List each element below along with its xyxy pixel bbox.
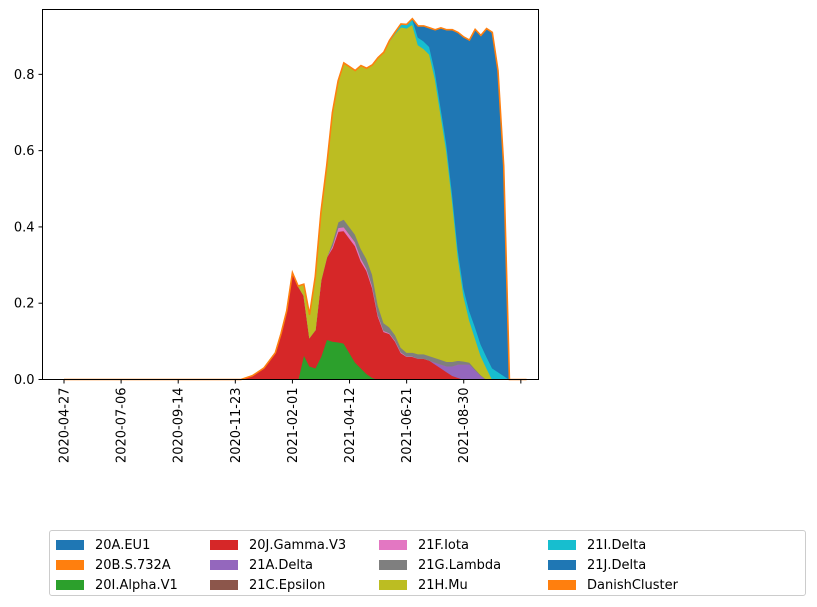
legend-label: 20A.EU1 xyxy=(95,537,151,553)
legend-label: 21I.Delta xyxy=(587,537,647,553)
y-tick-label: 0.0 xyxy=(14,373,35,388)
x-axis: 2020-04-27 2020-07-06 2020-09-14 2020-11-23… xyxy=(58,379,522,464)
top-outline-line xyxy=(64,17,527,381)
legend-label: 21G.Lambda xyxy=(418,557,502,573)
legend-item: 20J.Gamma.V3 xyxy=(210,536,346,554)
y-tick-label: 0.2 xyxy=(14,297,35,312)
legend-swatch xyxy=(379,560,407,570)
legend-swatch xyxy=(56,560,84,570)
legend-swatch xyxy=(210,580,238,590)
legend-label: 21C.Epsilon xyxy=(249,577,326,593)
legend-label: DanishCluster xyxy=(587,577,678,593)
x-tick-label: 2021-08-30 xyxy=(457,388,472,464)
legend-item: 21A.Delta xyxy=(210,556,313,574)
x-tick-label: 2021-02-01 xyxy=(286,388,301,464)
legend: 20A.EU1 20B.S.732A 20I.Alpha.V1 20J.Gamma.V… xyxy=(49,530,806,596)
x-tick-label: 2020-07-06 xyxy=(115,388,130,464)
legend-item: 21G.Lambda xyxy=(379,556,501,574)
legend-swatch xyxy=(56,540,84,550)
legend-label: 20I.Alpha.V1 xyxy=(95,577,178,593)
legend-item: 20B.S.732A xyxy=(56,556,171,574)
legend-item: 21F.Iota xyxy=(379,536,469,554)
legend-item: 21J.Delta xyxy=(548,556,646,574)
stacked-areas xyxy=(64,17,527,380)
legend-swatch xyxy=(210,540,238,550)
y-tick-label: 0.4 xyxy=(14,220,35,235)
legend-swatch xyxy=(548,580,576,590)
x-tick-label: 2021-04-12 xyxy=(343,388,358,464)
legend-item: 20I.Alpha.V1 xyxy=(56,576,178,594)
legend-swatch xyxy=(56,580,84,590)
legend-swatch xyxy=(379,540,407,550)
x-tick-label: 2020-11-23 xyxy=(229,388,244,464)
x-tick-label: 2020-09-14 xyxy=(172,388,187,464)
legend-item: DanishCluster xyxy=(548,576,678,594)
legend-swatch xyxy=(379,580,407,590)
legend-swatch xyxy=(210,560,238,570)
legend-label: 21J.Delta xyxy=(587,557,647,573)
legend-item: 21I.Delta xyxy=(548,536,646,554)
legend-item: 20A.EU1 xyxy=(56,536,150,554)
legend-item: 21C.Epsilon xyxy=(210,576,325,594)
legend-label: 21F.Iota xyxy=(418,537,469,553)
plot-frame xyxy=(42,9,539,380)
y-axis: 0.0 0.2 0.4 0.6 0.8 xyxy=(14,68,43,388)
legend-item: 21H.Mu xyxy=(379,576,468,594)
y-tick-label: 0.8 xyxy=(14,68,35,83)
legend-label: 21H.Mu xyxy=(418,577,468,593)
legend-swatch xyxy=(548,560,576,570)
x-tick-label: 2020-04-27 xyxy=(58,388,73,464)
legend-label: 20J.Gamma.V3 xyxy=(249,537,347,553)
x-tick-label: 2021-06-21 xyxy=(400,388,415,464)
legend-label: 21A.Delta xyxy=(249,557,314,573)
legend-swatch xyxy=(548,540,576,550)
y-tick-label: 0.6 xyxy=(14,144,35,159)
legend-label: 20B.S.732A xyxy=(95,557,171,573)
